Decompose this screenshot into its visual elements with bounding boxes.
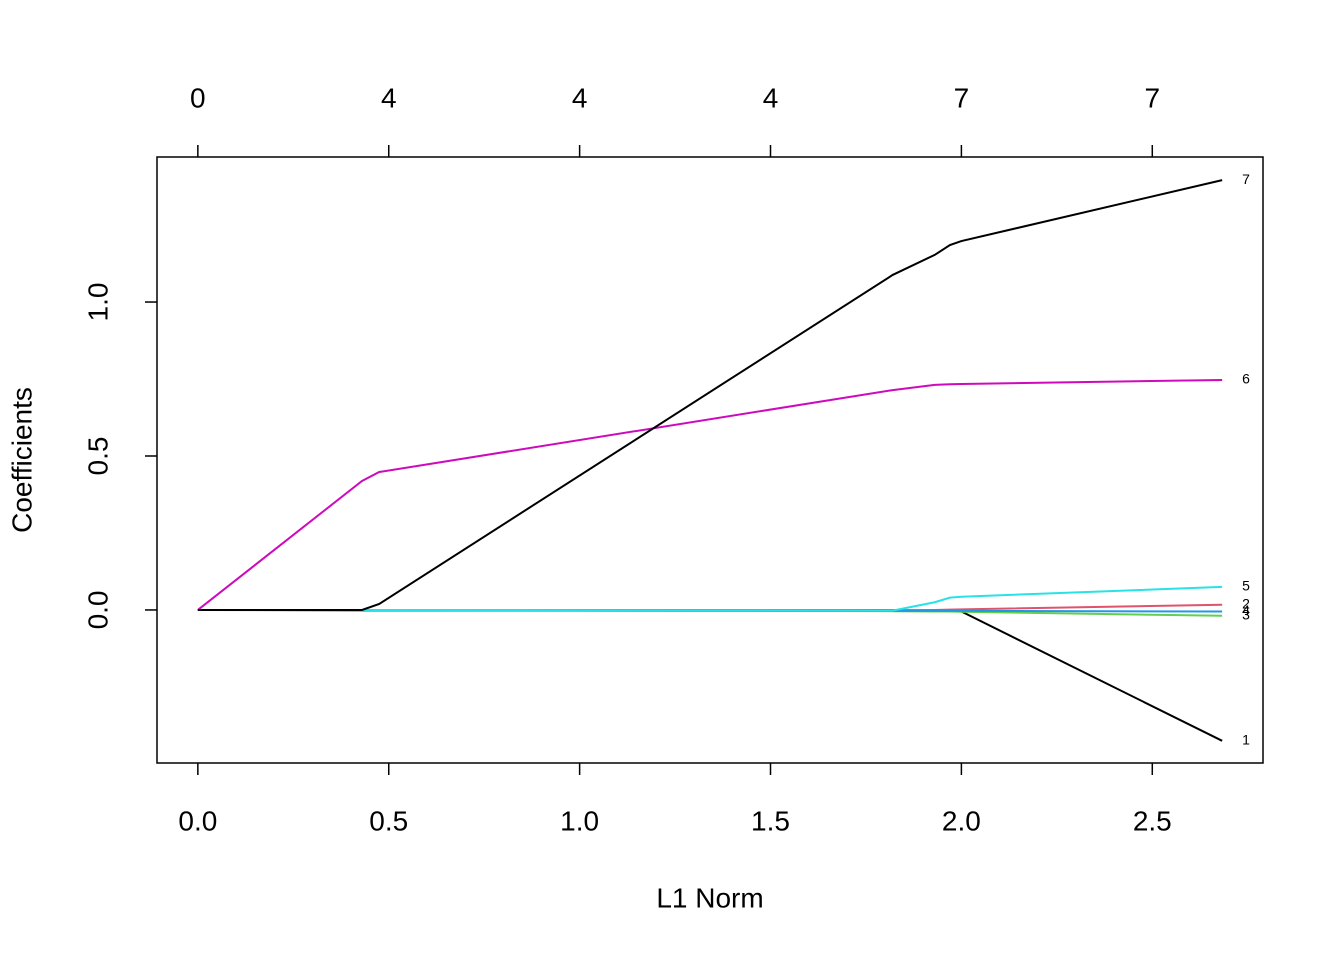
y-axis-title: Coefficients [6, 387, 37, 533]
top-tick-label: 7 [1144, 82, 1160, 113]
series-label: 1 [1242, 732, 1250, 748]
x-tick-label: 1.0 [560, 805, 599, 836]
coefficient-line [197, 608, 1223, 742]
y-tick-label: 0.5 [82, 437, 113, 476]
x-axis-title: L1 Norm [656, 882, 763, 913]
coefficient-line [197, 179, 1223, 611]
x-tick-label: 0.5 [369, 805, 408, 836]
y-tick-label: 0.0 [82, 590, 113, 629]
series-label: 6 [1242, 371, 1250, 387]
x-tick-label: 0.0 [178, 805, 217, 836]
top-tick-label: 4 [763, 82, 779, 113]
top-tick-label: 0 [190, 82, 206, 113]
x-tick-label: 2.5 [1133, 805, 1172, 836]
top-tick-label: 4 [381, 82, 397, 113]
series-label: 7 [1242, 171, 1250, 187]
top-tick-label: 7 [954, 82, 970, 113]
series-label: 3 [1242, 607, 1250, 623]
x-tick-label: 2.0 [942, 805, 981, 836]
plot-frame [156, 156, 1264, 764]
top-tick-label: 4 [572, 82, 588, 113]
x-tick-label: 1.5 [751, 805, 790, 836]
series-label: 5 [1242, 578, 1250, 594]
coefficient-line [197, 378, 1223, 611]
series-label: 2 [1242, 595, 1250, 611]
series-label: 4 [1242, 602, 1250, 618]
y-tick-label: 1.0 [82, 283, 113, 322]
